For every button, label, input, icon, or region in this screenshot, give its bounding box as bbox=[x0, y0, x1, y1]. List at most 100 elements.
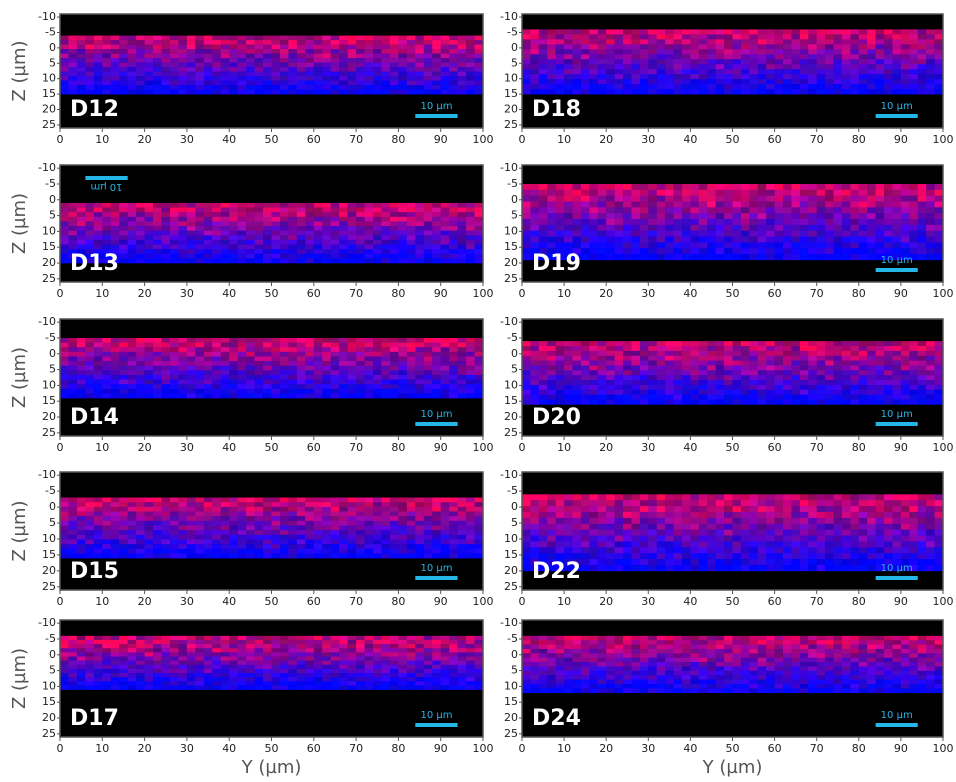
heatmap-cell bbox=[246, 85, 255, 90]
heatmap-cell bbox=[884, 54, 893, 59]
heatmap-cell bbox=[707, 341, 716, 346]
heatmap-cell bbox=[212, 63, 221, 68]
heatmap-cell bbox=[390, 217, 399, 222]
heatmap-cell bbox=[195, 72, 204, 77]
heatmap-cell bbox=[136, 240, 145, 245]
heatmap-cell bbox=[246, 507, 255, 512]
heatmap-cell bbox=[876, 213, 885, 219]
heatmap-cell bbox=[547, 201, 556, 207]
heatmap-cell bbox=[825, 54, 834, 59]
heatmap-cell bbox=[322, 352, 331, 357]
heatmap-cell bbox=[305, 516, 314, 521]
heatmap-cell bbox=[749, 201, 758, 207]
heatmap-cell bbox=[766, 196, 775, 202]
heatmap-cell bbox=[305, 249, 314, 254]
heatmap-cell bbox=[825, 39, 834, 44]
heatmap-cell bbox=[631, 225, 640, 231]
heatmap-cell bbox=[530, 375, 539, 380]
heatmap-cell bbox=[255, 36, 264, 41]
heatmap-cell bbox=[598, 524, 607, 530]
heatmap-cell bbox=[850, 54, 859, 59]
heatmap-cell bbox=[918, 74, 927, 79]
x-tick-label: 50 bbox=[265, 287, 279, 300]
heatmap-cell bbox=[322, 343, 331, 348]
heatmap-cell bbox=[466, 375, 475, 380]
heatmap-cell bbox=[178, 67, 187, 72]
heatmap-cell bbox=[424, 516, 433, 521]
heatmap-cell bbox=[255, 535, 264, 540]
heatmap-cell bbox=[424, 249, 433, 254]
heatmap-cell bbox=[381, 231, 390, 236]
heatmap-cell bbox=[246, 544, 255, 549]
heatmap-cell bbox=[238, 63, 247, 68]
heatmap-cell bbox=[238, 72, 247, 77]
heatmap-cell bbox=[221, 539, 230, 544]
heatmap-cell bbox=[212, 254, 221, 259]
heatmap-cell bbox=[415, 375, 424, 380]
heatmap-cell bbox=[556, 346, 565, 351]
heatmap-cell bbox=[102, 539, 111, 544]
heatmap-cell bbox=[365, 249, 374, 254]
y-tick-label: -5 bbox=[507, 25, 518, 38]
heatmap-cell bbox=[170, 352, 179, 357]
heatmap-cell bbox=[867, 390, 876, 395]
heatmap-cell bbox=[187, 45, 196, 50]
heatmap-cell bbox=[424, 63, 433, 68]
y-tick-label: 5 bbox=[511, 56, 518, 69]
heatmap-cell bbox=[432, 258, 441, 263]
heatmap-cell bbox=[475, 502, 484, 507]
heatmap-cell bbox=[102, 544, 111, 549]
heatmap-cell bbox=[288, 521, 297, 526]
heatmap-cell bbox=[432, 203, 441, 208]
heatmap-cell bbox=[615, 341, 624, 346]
heatmap-cell bbox=[221, 361, 230, 366]
heatmap-cell bbox=[935, 231, 944, 237]
heatmap-cell bbox=[94, 507, 103, 512]
heatmap-cell bbox=[808, 44, 817, 49]
heatmap-cell bbox=[60, 549, 69, 554]
heatmap-cell bbox=[136, 549, 145, 554]
heatmap-cell bbox=[398, 254, 407, 259]
heatmap-cell bbox=[581, 225, 590, 231]
heatmap-cell bbox=[212, 384, 221, 389]
heatmap-cell bbox=[94, 549, 103, 554]
heatmap-cell bbox=[623, 59, 632, 64]
heatmap-cell bbox=[556, 29, 565, 34]
heatmap-cell bbox=[348, 54, 357, 59]
heatmap-cell bbox=[573, 44, 582, 49]
heatmap-cell bbox=[398, 389, 407, 394]
heatmap-cell bbox=[623, 54, 632, 59]
heatmap-cell bbox=[407, 549, 416, 554]
heatmap-cell bbox=[339, 356, 348, 361]
heatmap-cell bbox=[77, 366, 86, 371]
heatmap-cell bbox=[102, 54, 111, 59]
heatmap-cell bbox=[373, 240, 382, 245]
heatmap-cell bbox=[102, 375, 111, 380]
heatmap-cell bbox=[119, 507, 128, 512]
heatmap-cell bbox=[556, 74, 565, 79]
heatmap-cell bbox=[825, 351, 834, 356]
heatmap-cell bbox=[204, 226, 213, 231]
heatmap-cell bbox=[530, 365, 539, 370]
heatmap-cell bbox=[598, 190, 607, 196]
heatmap-cell bbox=[77, 85, 86, 90]
heatmap-cell bbox=[716, 385, 725, 390]
heatmap-cell bbox=[598, 553, 607, 559]
heatmap-cell bbox=[615, 213, 624, 219]
heatmap-cell bbox=[77, 212, 86, 217]
heatmap-cell bbox=[119, 525, 128, 530]
heatmap-cell bbox=[212, 221, 221, 226]
heatmap-cell bbox=[808, 346, 817, 351]
heatmap-cell bbox=[246, 63, 255, 68]
heatmap-cell bbox=[716, 39, 725, 44]
heatmap-cell bbox=[926, 49, 935, 54]
heatmap-cell bbox=[458, 54, 467, 59]
heatmap-cell bbox=[128, 258, 137, 263]
heatmap-cell bbox=[926, 59, 935, 64]
heatmap-cell bbox=[204, 258, 213, 263]
heatmap-cell bbox=[331, 544, 340, 549]
heatmap-cell bbox=[272, 343, 281, 348]
x-tick-label: 40 bbox=[222, 595, 236, 608]
heatmap-cell bbox=[539, 518, 548, 524]
heatmap-cell bbox=[212, 352, 221, 357]
